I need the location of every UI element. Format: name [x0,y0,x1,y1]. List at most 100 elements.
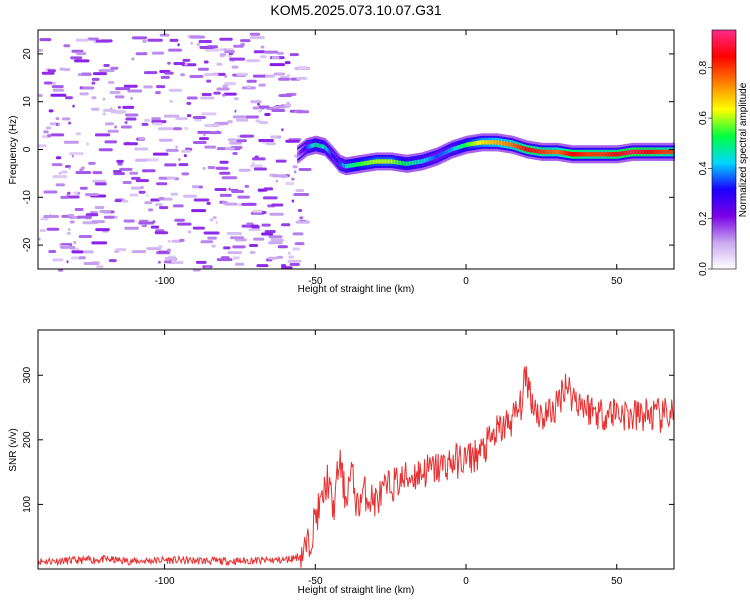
spectrogram-cell [434,154,437,160]
spectrogram-cell [144,158,159,162]
spectrogram-cell [114,125,117,129]
spectrogram-cell [43,130,49,134]
spectrogram-cell [67,191,71,195]
spectrogram-cell [265,142,277,146]
spectrogram-cell [191,185,200,189]
spectrogram-cell [619,151,623,157]
spectrogram-cell [627,150,630,155]
spectrogram-cell [560,150,564,155]
spectrogram-cell [177,43,180,47]
spectrogram-cell [152,220,156,224]
spectrogram-cell [102,112,107,116]
spectrogram-cell [55,183,65,187]
spectrogram-cell [375,159,378,164]
spectrogram-x-tick-label: 0 [463,276,469,287]
spectrogram-cell [84,193,99,197]
spectrogram-cell [260,45,265,49]
spectrogram-cell [299,150,301,156]
spectrogram-cell [203,60,209,64]
spectrogram-cell [535,148,538,154]
spectrogram-cell [122,181,132,185]
spectrogram-cell [464,142,467,148]
spectrogram-cell [281,223,291,227]
spectrogram-cell [511,142,514,147]
spectrogram-cell [398,160,401,165]
spectrogram-cell [198,185,203,189]
spectrogram-cell [79,168,84,172]
spectrogram-cell [292,232,304,236]
spectrogram-cell [192,115,206,119]
spectrogram-cell [309,143,312,149]
spectrogram-cell [297,152,299,157]
spectrogram-cell [120,125,132,129]
spectrogram-cell [259,121,269,125]
spectrogram-cell [271,56,280,60]
spectrogram-cell [366,160,369,166]
spectrogram-cell [597,152,600,157]
spectrogram-cell [138,136,145,140]
spectrogram-cell [455,145,458,151]
spectrogram-cell [193,198,210,202]
spectrogram-cell [447,148,451,154]
spectrogram-cell [67,228,71,232]
spectrogram-cell [368,160,371,165]
spectrogram-cell [216,147,226,151]
spectrogram-y-tick-label: -20 [22,237,33,252]
spectrogram-cell [179,238,185,242]
spectrogram-cell [216,87,230,91]
spectrogram-cell [315,142,318,147]
spectrogram-cell [74,59,90,63]
spectrogram-y-axis-label: Frequency (Hz) [8,116,19,185]
spectrogram-cell [509,142,513,147]
spectrogram-cell [380,159,383,164]
spectrogram-cell [205,48,220,52]
spectrogram-cell [268,235,283,239]
spectrogram-cell [250,224,259,228]
spectrogram-cell [276,255,284,259]
spectrogram-cell [170,192,179,196]
spectrogram-cell [155,91,161,95]
spectrogram-cell [467,142,470,147]
spectrogram-cell [293,170,297,174]
spectrogram-cell [232,115,246,119]
spectrogram-cell [151,117,161,121]
spectrogram-cell [215,166,229,170]
spectrogram-cell [270,135,279,139]
spectrogram-cell [39,229,46,233]
spectrogram-cell [158,138,173,142]
spectrogram-cell [628,150,632,155]
snr-y-ticks: 100 200 300 [22,366,674,513]
spectrogram-cell [123,219,135,223]
spectrogram-cell [223,48,227,52]
spectrogram-cell [68,213,75,217]
spectrogram-cell [291,177,295,181]
spectrogram-cell [657,149,660,155]
spectrogram-cell [272,174,286,178]
spectrogram-cell [298,167,312,171]
spectrogram-cell [435,154,439,159]
spectrogram-cell [194,118,203,122]
spectrogram-cell [559,150,562,155]
spectrogram-cell [273,72,286,76]
spectrogram-cell [362,161,365,166]
spectrogram-cell [301,148,304,153]
spectrogram-cell [202,166,206,170]
spectrogram-cell [91,107,100,111]
spectrogram-cell [63,140,79,144]
spectrogram-cell [497,140,500,145]
spectrogram-cell [140,185,144,189]
spectrogram-cell [363,161,366,166]
spectrogram-cell [323,144,326,150]
spectrogram-cell [214,188,227,192]
spectrogram-cell [142,39,147,43]
spectrogram-cell [443,150,446,156]
spectrogram-cell [231,190,244,194]
spectrogram-cell [183,194,197,198]
spectrogram-cell [500,140,503,146]
spectrogram-cell [52,258,64,262]
spectrogram-cell [178,163,189,167]
spectrogram-cell [223,92,237,96]
spectrogram-cell [241,202,257,206]
spectrogram-cell [72,104,75,108]
spectrogram-cell [284,61,291,65]
